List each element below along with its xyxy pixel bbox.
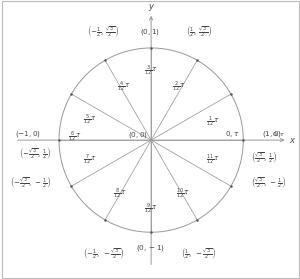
Text: $(0,0)$: $(0,0)$ (128, 129, 148, 140)
Text: $\frac{10}{12}\tau$: $\frac{10}{12}\tau$ (176, 186, 189, 201)
Text: $0,\tau$: $0,\tau$ (272, 131, 285, 138)
Text: $\frac{3}{12}\tau$: $\frac{3}{12}\tau$ (145, 64, 158, 78)
Text: $\left(\frac{1}{2},\,-\frac{\sqrt{3}}{2}\right)$: $\left(\frac{1}{2},\,-\frac{\sqrt{3}}{2}… (182, 245, 217, 261)
Text: $\left(-\frac{1}{2},\,-\frac{\sqrt{3}}{2}\right)$: $\left(-\frac{1}{2},\,-\frac{\sqrt{3}}{2… (82, 245, 124, 261)
Text: $(0,-1)$: $(0,-1)$ (136, 243, 165, 253)
Text: $\frac{4}{12}\tau$: $\frac{4}{12}\tau$ (117, 80, 130, 94)
Text: $\frac{1}{12}\tau$: $\frac{1}{12}\tau$ (206, 115, 220, 129)
Text: $\frac{9}{12}\tau$: $\frac{9}{12}\tau$ (145, 202, 158, 216)
Text: $(1,0)$: $(1,0)$ (262, 129, 282, 139)
Text: $\left(\frac{1}{2},\,\frac{\sqrt{3}}{2}\right)$: $\left(\frac{1}{2},\,\frac{\sqrt{3}}{2}\… (186, 23, 212, 39)
Text: $y$: $y$ (148, 2, 155, 13)
Text: $\frac{8}{12}\tau$: $\frac{8}{12}\tau$ (113, 186, 127, 201)
Text: $\frac{6}{12}\tau$: $\frac{6}{12}\tau$ (68, 129, 81, 143)
Text: $x$: $x$ (290, 136, 297, 145)
Text: $\left(-\frac{\sqrt{3}}{2},\,\frac{1}{2}\right)$: $\left(-\frac{\sqrt{3}}{2},\,\frac{1}{2}… (19, 145, 52, 161)
Text: $(0,1)$: $(0,1)$ (140, 27, 160, 37)
Text: $\frac{2}{12}\tau$: $\frac{2}{12}\tau$ (172, 80, 185, 94)
Text: $\left(-\frac{\sqrt{3}}{2},\,-\frac{1}{2}\right)$: $\left(-\frac{\sqrt{3}}{2},\,-\frac{1}{2… (11, 174, 52, 189)
Text: $\left(\frac{\sqrt{3}}{2},\,-\frac{1}{2}\right)$: $\left(\frac{\sqrt{3}}{2},\,-\frac{1}{2}… (250, 174, 286, 189)
Text: $\left(-\frac{1}{2},\,\frac{\sqrt{3}}{2}\right)$: $\left(-\frac{1}{2},\,\frac{\sqrt{3}}{2}… (87, 23, 119, 39)
Text: $\frac{7}{12}\tau$: $\frac{7}{12}\tau$ (82, 153, 96, 167)
Text: $\frac{5}{12}\tau$: $\frac{5}{12}\tau$ (82, 113, 96, 127)
Text: $\left(\frac{\sqrt{3}}{2},\,\frac{1}{2}\right)$: $\left(\frac{\sqrt{3}}{2},\,\frac{1}{2}\… (250, 149, 277, 165)
Text: $0,\tau$: $0,\tau$ (225, 129, 239, 139)
Text: $(-1,0)$: $(-1,0)$ (14, 129, 40, 139)
Text: $\frac{11}{12}\tau$: $\frac{11}{12}\tau$ (206, 153, 220, 167)
